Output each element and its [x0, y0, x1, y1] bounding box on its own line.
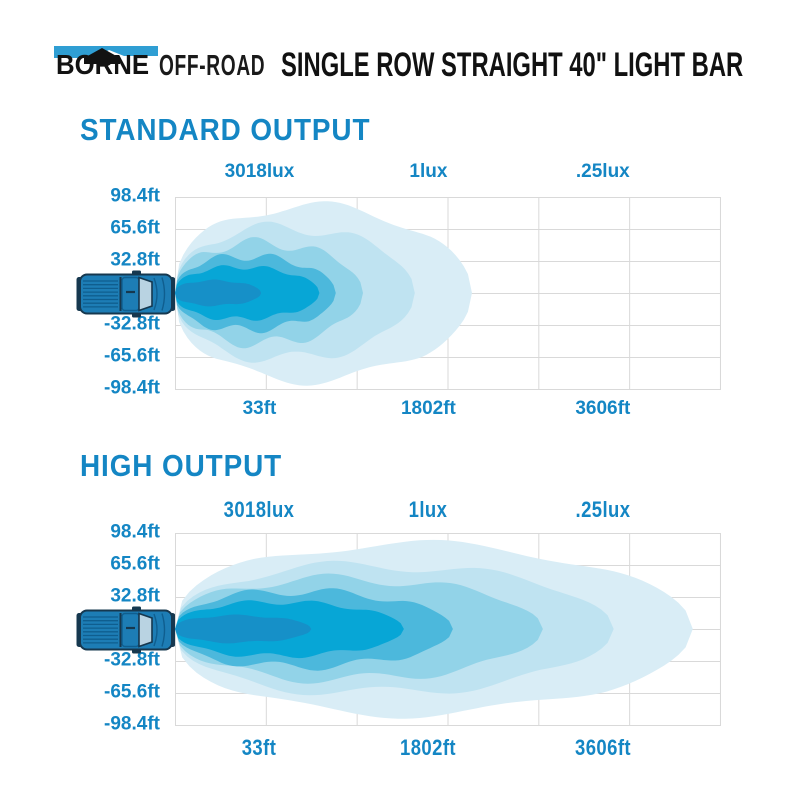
standard-x-axis: 33ft 1802ft 3606ft: [175, 398, 720, 422]
standard-chart-grid: [175, 197, 721, 390]
lux-tick: 3018lux: [224, 497, 295, 522]
offset-tick: 32.8ft: [110, 249, 160, 271]
distance-tick: 33ft: [242, 735, 277, 760]
section-title-high-output: HIGH OUTPUT: [80, 448, 283, 483]
offset-tick: 98.4ft: [110, 521, 160, 543]
high-x-axis: 33ft 1802ft 3606ft: [175, 735, 720, 760]
lux-tick: 1lux: [409, 497, 448, 522]
lux-tick: .25lux: [575, 161, 630, 182]
offset-tick: -65.6ft: [104, 681, 160, 703]
offset-tick: -32.8ft: [104, 313, 160, 335]
lux-tick: .25lux: [575, 497, 631, 522]
logo-borne-wordmark: BORNE: [54, 46, 158, 83]
truck-top-view-icon: [76, 268, 176, 320]
standard-lux-axis: 3018lux 1lux .25lux: [175, 161, 720, 185]
pickup-truck-icon: [76, 270, 176, 318]
distance-tick: 3606ft: [574, 735, 631, 760]
high-y-axis: 98.4ft 65.6ft 32.8ft -32.8ft -65.6ft -98.4ft: [84, 522, 160, 735]
lux-tick: 1lux: [409, 161, 448, 182]
beam-contour-6: [175, 279, 262, 307]
offset-tick: -32.8ft: [104, 649, 160, 671]
beam-contour-6: [175, 614, 312, 644]
pickup-truck-icon: [76, 606, 176, 654]
borne-offroad-logo: BORNE OFF-ROAD: [54, 44, 320, 88]
section-title-standard-output: STANDARD OUTPUT: [80, 112, 371, 147]
high-lux-axis: 3018lux 1lux .25lux: [175, 497, 720, 522]
mountain-icon: [54, 46, 158, 64]
logo-primary-text: BORNE: [56, 49, 150, 80]
lux-tick: 3018lux: [224, 161, 295, 182]
truck-top-view-icon: [76, 604, 176, 656]
offset-tick: -65.6ft: [104, 345, 160, 367]
distance-tick: 3606ft: [575, 398, 631, 419]
offset-tick: -98.4ft: [104, 377, 160, 399]
distance-tick: 1802ft: [400, 735, 457, 760]
offset-tick: 65.6ft: [110, 553, 160, 575]
high-chart-grid: [175, 533, 721, 726]
offset-tick: -98.4ft: [104, 713, 160, 735]
standard-beam-pattern: [175, 201, 472, 386]
offset-tick: 65.6ft: [110, 217, 160, 239]
offset-tick: 98.4ft: [110, 185, 160, 207]
distance-tick: 1802ft: [400, 398, 456, 419]
page-title: SINGLE ROW STRAIGHT 40" LIGHT BAR: [280, 45, 744, 84]
logo-secondary-text: OFF-ROAD: [159, 49, 266, 82]
page-title-box: SINGLE ROW STRAIGHT 40" LIGHT BAR: [278, 46, 746, 84]
high-beam-pattern: [175, 539, 693, 719]
standard-y-axis: 98.4ft 65.6ft 32.8ft -32.8ft -65.6ft -98.4ft: [84, 186, 160, 399]
offset-tick: 32.8ft: [110, 585, 160, 607]
distance-tick: 33ft: [242, 398, 277, 419]
